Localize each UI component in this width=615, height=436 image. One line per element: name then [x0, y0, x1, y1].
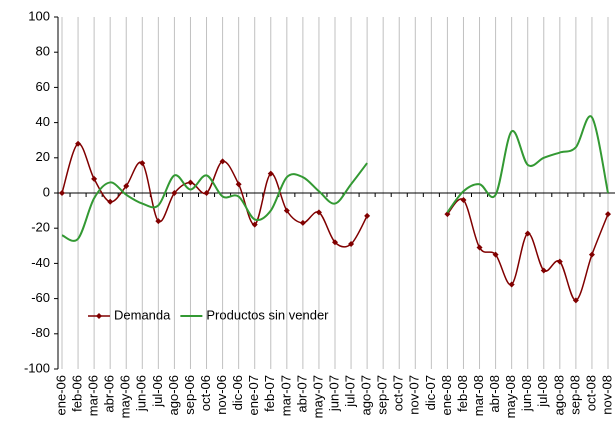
y-tick-label: 80 [36, 44, 50, 59]
x-tick-label: oct-08 [583, 375, 598, 411]
data-point [267, 170, 274, 177]
series-line [61, 115, 609, 242]
data-point [155, 218, 162, 225]
x-tick-label: sep-08 [567, 375, 582, 415]
x-tick-label: abr-07 [294, 375, 309, 413]
data-point [460, 197, 467, 204]
y-tick-label: 100 [28, 8, 50, 23]
data-point [364, 212, 371, 219]
data-point [476, 244, 483, 251]
data-point [139, 160, 146, 167]
data-point [492, 251, 499, 258]
y-tick-label: 20 [36, 149, 50, 164]
data-point [572, 297, 579, 304]
x-tick-label: may-07 [310, 375, 325, 418]
data-point [171, 190, 178, 196]
data-point [75, 140, 82, 147]
x-tick-label: nov-07 [407, 375, 422, 415]
x-tick-label: sep-07 [375, 375, 390, 415]
data-point [315, 209, 322, 216]
data-point [556, 258, 563, 265]
data-point [588, 251, 595, 258]
y-tick-label: 60 [36, 79, 50, 94]
data-point [219, 158, 226, 165]
x-tick-label: ago-06 [166, 375, 181, 415]
data-point [332, 239, 338, 246]
x-tick-label: jul-08 [535, 375, 550, 408]
y-tick-label: -40 [31, 255, 50, 270]
y-tick-label: -100 [24, 360, 50, 375]
data-point [348, 241, 355, 248]
x-tick-label: jun-07 [326, 375, 341, 412]
y-tick-label: 40 [36, 114, 50, 129]
x-tick-label: may-08 [503, 375, 518, 418]
x-tick-label: nov-06 [214, 375, 229, 415]
x-tick-label: mar-06 [86, 375, 101, 416]
x-tick-label: ago-07 [359, 375, 374, 415]
legend-label: Productos sin vender [206, 307, 329, 322]
x-tick-label: dic-07 [423, 375, 438, 410]
x-tick-label: jul-07 [342, 375, 357, 408]
x-tick-label: abr-06 [102, 375, 117, 413]
x-tick-label: ene-06 [53, 375, 68, 415]
x-tick-label: mar-08 [471, 375, 486, 416]
data-point [299, 219, 306, 226]
x-tick-label: ago-08 [551, 375, 566, 415]
data-point [187, 179, 194, 186]
x-tick-label: feb-08 [455, 375, 470, 412]
x-tick-label: jun-06 [134, 375, 149, 412]
x-tick-label: jul-06 [150, 375, 165, 408]
data-point [444, 211, 451, 218]
data-point [91, 175, 98, 182]
x-tick-label: ene-07 [246, 375, 261, 415]
data-point [203, 190, 210, 196]
data-point [107, 198, 114, 205]
x-tick-label: dic-06 [230, 375, 245, 410]
y-tick-label: -20 [31, 220, 50, 235]
x-tick-label: ene-08 [439, 375, 454, 415]
data-point [605, 211, 611, 218]
x-tick-label: feb-06 [69, 375, 84, 412]
y-tick-label: -80 [31, 325, 50, 340]
data-point [508, 281, 515, 288]
y-tick-label: -60 [31, 290, 50, 305]
x-tick-label: feb-07 [262, 375, 277, 412]
data-point [524, 230, 531, 237]
y-tick-label: 0 [43, 184, 50, 199]
x-tick-label: sep-06 [182, 375, 197, 415]
x-tick-label: oct-07 [391, 375, 406, 411]
legend-marker [96, 313, 102, 319]
x-tick-label: jun-08 [519, 375, 534, 412]
data-point [540, 267, 547, 274]
data-point [123, 182, 130, 189]
data-point [251, 221, 258, 228]
x-tick-label: may-06 [118, 375, 133, 418]
data-point [235, 181, 242, 188]
data-point [283, 207, 290, 214]
x-tick-label: mar-07 [278, 375, 293, 416]
data-point [59, 190, 65, 196]
x-tick-label: oct-06 [198, 375, 213, 411]
legend-label: Demanda [114, 307, 171, 322]
x-tick-label: abr-08 [487, 375, 502, 413]
x-tick-label: nov-08 [599, 375, 614, 415]
